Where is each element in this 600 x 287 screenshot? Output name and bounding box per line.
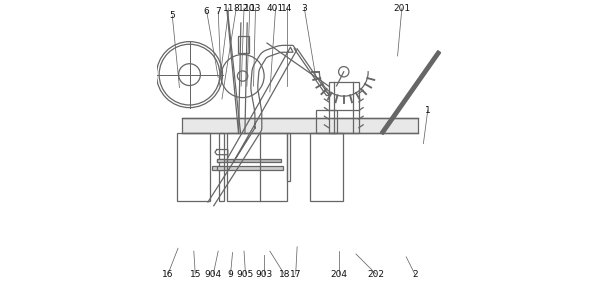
- Text: 903: 903: [256, 269, 273, 279]
- Text: 12: 12: [238, 3, 250, 13]
- Bar: [316, 110, 337, 133]
- Polygon shape: [380, 51, 440, 134]
- Text: 905: 905: [237, 269, 254, 279]
- Text: 904: 904: [205, 269, 222, 279]
- Bar: [212, 166, 283, 170]
- Bar: [176, 133, 209, 201]
- Text: 202: 202: [368, 269, 385, 279]
- Bar: [329, 82, 359, 133]
- Text: 18: 18: [278, 269, 290, 279]
- Text: 8: 8: [233, 3, 239, 13]
- Bar: [287, 133, 290, 181]
- Text: 204: 204: [330, 269, 347, 279]
- Text: 3: 3: [301, 3, 307, 13]
- Text: 201: 201: [394, 3, 410, 13]
- Bar: [217, 159, 281, 162]
- Bar: [310, 133, 343, 201]
- Bar: [238, 36, 248, 53]
- Text: 11: 11: [223, 3, 235, 13]
- Text: 401: 401: [267, 3, 284, 13]
- Bar: [227, 133, 287, 201]
- Text: 15: 15: [190, 269, 201, 279]
- Text: 10: 10: [244, 3, 256, 13]
- Text: 17: 17: [290, 269, 301, 279]
- Text: 7: 7: [215, 7, 221, 16]
- Text: 16: 16: [162, 269, 174, 279]
- Text: 13: 13: [250, 3, 261, 13]
- Bar: [217, 159, 224, 162]
- Text: 1: 1: [425, 106, 431, 115]
- Text: 9: 9: [227, 269, 233, 279]
- Text: 5: 5: [169, 11, 175, 20]
- Bar: [217, 166, 224, 170]
- Bar: [219, 133, 224, 201]
- Text: 2: 2: [412, 269, 418, 279]
- Text: 14: 14: [281, 3, 293, 13]
- Text: 6: 6: [204, 7, 209, 16]
- Bar: [182, 118, 418, 133]
